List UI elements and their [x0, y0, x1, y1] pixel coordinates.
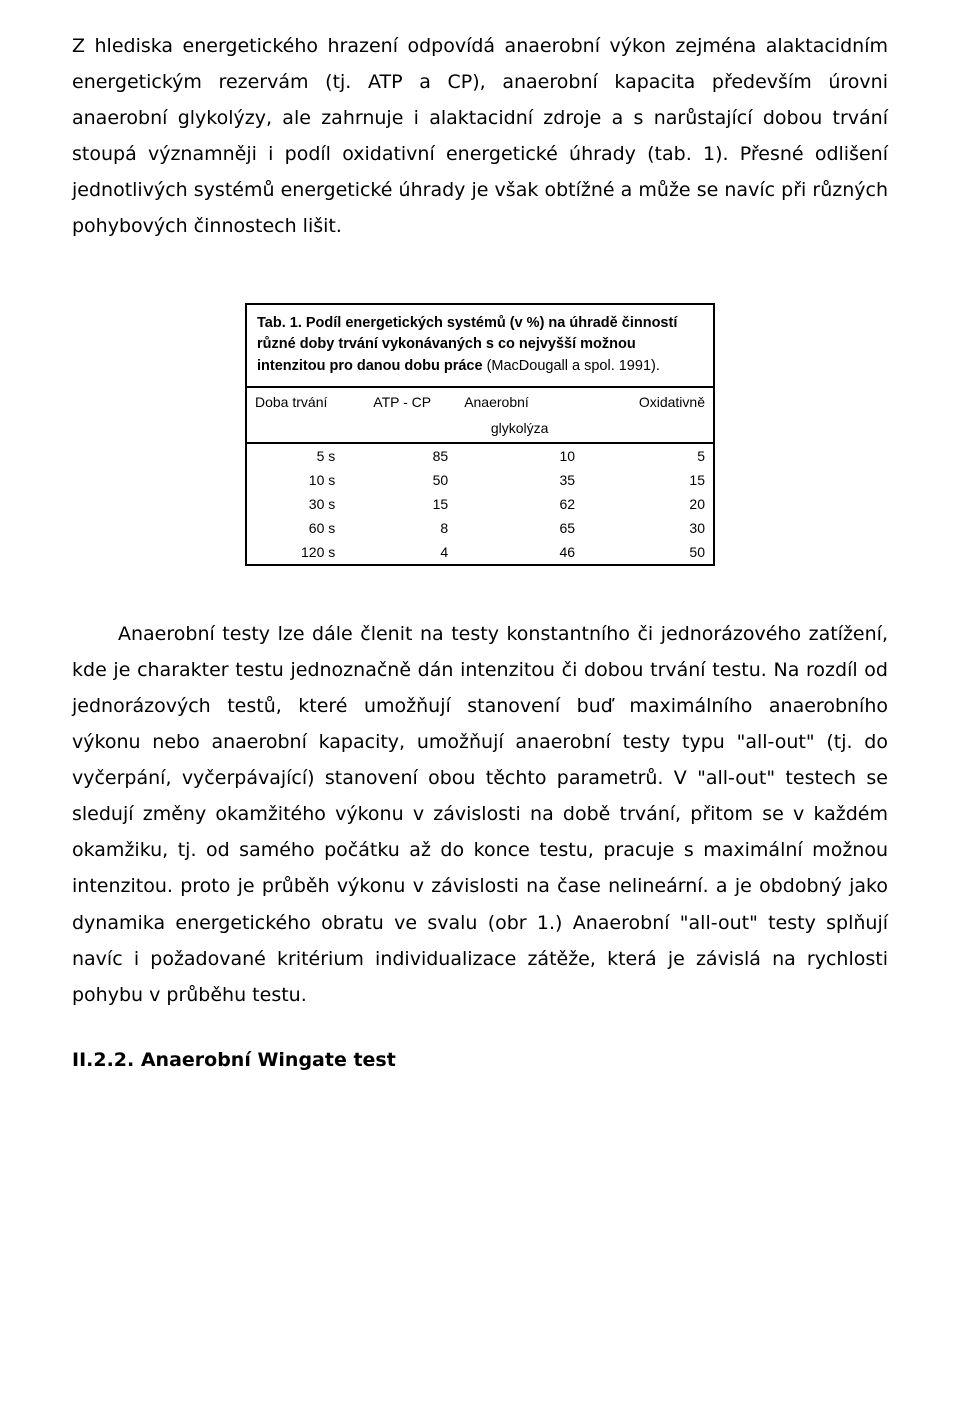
table-row: 60 s 8 65 30 [246, 516, 714, 540]
col-header-2: Anaerobní glykolýza [456, 387, 583, 443]
cell: 85 [365, 443, 456, 468]
cell: 50 [365, 468, 456, 492]
cell: 15 [583, 468, 714, 492]
cell: 62 [456, 492, 583, 516]
cell: 10 [456, 443, 583, 468]
cell: 30 [583, 516, 714, 540]
cell: 30 s [246, 492, 365, 516]
cell: 120 s [246, 540, 365, 565]
cell: 20 [583, 492, 714, 516]
cell: 50 [583, 540, 714, 565]
paragraph-1: Z hlediska energetického hrazení odpovíd… [72, 28, 888, 245]
cell: 8 [365, 516, 456, 540]
cell: 15 [365, 492, 456, 516]
col-header-0: Doba trvání [246, 387, 365, 443]
table-row: 120 s 4 46 50 [246, 540, 714, 565]
energy-systems-table: Tab. 1. Podíl energetických systémů (v %… [245, 303, 715, 566]
cell: 65 [456, 516, 583, 540]
table-row: 5 s 85 10 5 [246, 443, 714, 468]
table-caption-source: (MacDougall a spol. 1991). [483, 358, 660, 374]
cell: 10 s [246, 468, 365, 492]
cell: 46 [456, 540, 583, 565]
table-container: Tab. 1. Podíl energetických systémů (v %… [72, 303, 888, 566]
cell: 60 s [246, 516, 365, 540]
cell: 35 [456, 468, 583, 492]
col-header-2-main: Anaerobní [464, 394, 529, 410]
table-row: 30 s 15 62 20 [246, 492, 714, 516]
cell: 4 [365, 540, 456, 565]
col-header-2-sub: glykolýza [464, 420, 575, 436]
cell: 5 [583, 443, 714, 468]
section-heading: II.2.2. Anaerobní Wingate test [72, 1049, 888, 1071]
paragraph-2: Anaerobní testy lze dále členit na testy… [72, 616, 888, 1013]
col-header-1: ATP - CP [365, 387, 456, 443]
table-caption: Tab. 1. Podíl energetických systémů (v %… [246, 304, 714, 387]
table-body: 5 s 85 10 5 10 s 50 35 15 30 s 15 62 20 … [246, 443, 714, 565]
table-row: 10 s 50 35 15 [246, 468, 714, 492]
col-header-3: Oxidativně [583, 387, 714, 443]
cell: 5 s [246, 443, 365, 468]
